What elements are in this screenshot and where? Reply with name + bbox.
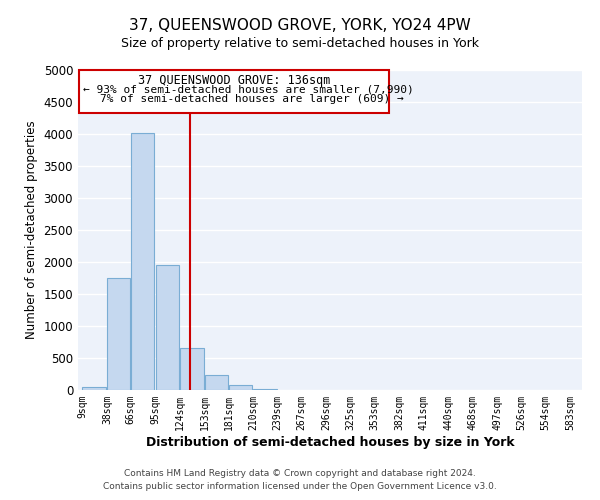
- Text: Size of property relative to semi-detached houses in York: Size of property relative to semi-detach…: [121, 38, 479, 51]
- Text: 7% of semi-detached houses are larger (609) →: 7% of semi-detached houses are larger (6…: [100, 94, 404, 104]
- Text: Contains public sector information licensed under the Open Government Licence v3: Contains public sector information licen…: [103, 482, 497, 491]
- Y-axis label: Number of semi-detached properties: Number of semi-detached properties: [25, 120, 38, 340]
- Bar: [205, 374, 228, 390]
- FancyBboxPatch shape: [79, 70, 389, 113]
- Text: Contains HM Land Registry data © Crown copyright and database right 2024.: Contains HM Land Registry data © Crown c…: [124, 468, 476, 477]
- Bar: [229, 385, 252, 390]
- X-axis label: Distribution of semi-detached houses by size in York: Distribution of semi-detached houses by …: [146, 436, 514, 448]
- Bar: [107, 278, 130, 390]
- Text: ← 93% of semi-detached houses are smaller (7,990): ← 93% of semi-detached houses are smalle…: [83, 84, 414, 94]
- Bar: [82, 387, 106, 390]
- Text: 37 QUEENSWOOD GROVE: 136sqm: 37 QUEENSWOOD GROVE: 136sqm: [138, 74, 330, 88]
- Bar: [131, 132, 154, 390]
- Bar: [155, 265, 179, 390]
- Bar: [180, 348, 203, 390]
- Text: 37, QUEENSWOOD GROVE, YORK, YO24 4PW: 37, QUEENSWOOD GROVE, YORK, YO24 4PW: [129, 18, 471, 32]
